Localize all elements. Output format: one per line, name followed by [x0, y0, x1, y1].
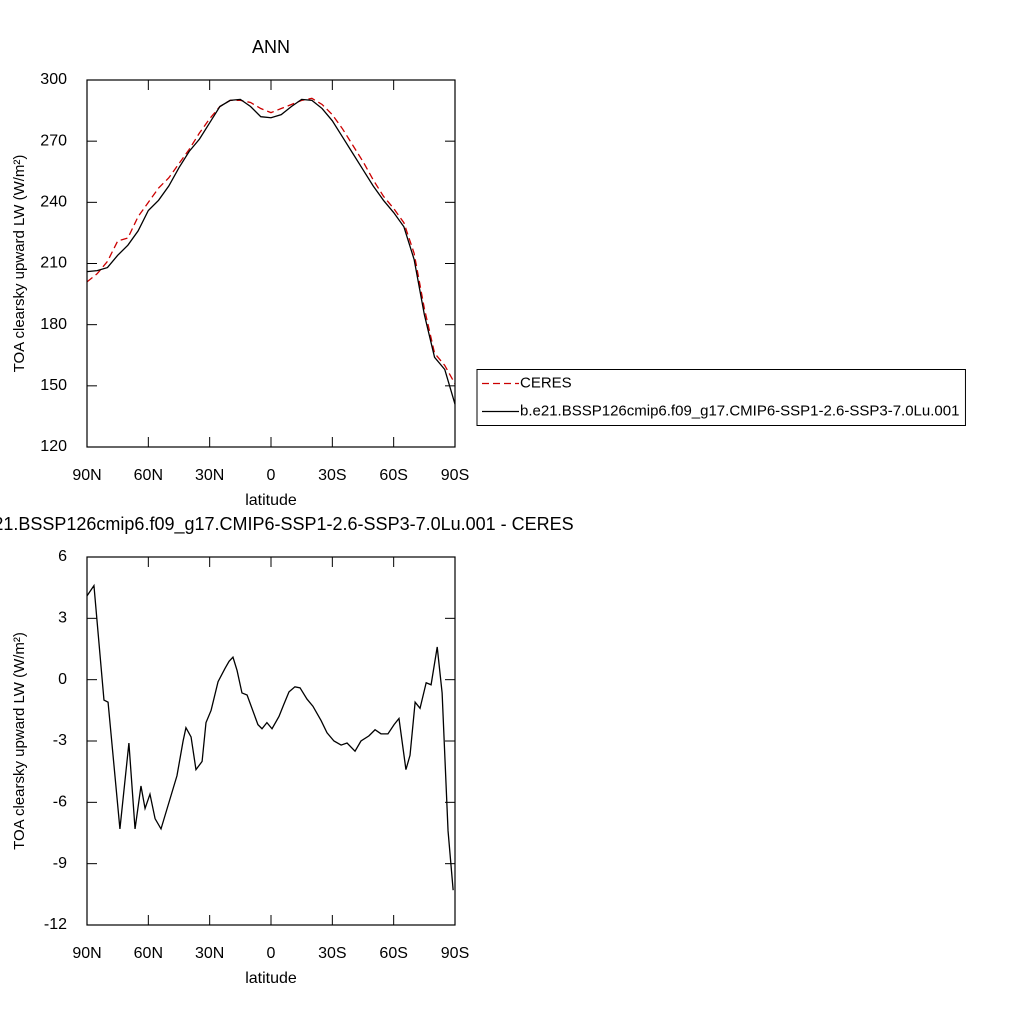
y-tick-label: 0	[58, 671, 67, 688]
x-tick-label: 30S	[318, 945, 346, 962]
data-line	[86, 583, 454, 891]
x-tick-label: 90S	[441, 467, 469, 484]
legend-label: b.e21.BSSP126cmip6.f09_g17.CMIP6-SSP1-2.…	[520, 402, 959, 419]
data-line	[86, 97, 456, 385]
x-tick-label: 90S	[441, 945, 469, 962]
legend-label: CERES	[520, 374, 572, 391]
legend-box	[476, 369, 966, 426]
y-tick-label: 6	[58, 548, 67, 565]
y-axis-label: TOA clearsky upward LW (W/m²)	[11, 632, 28, 850]
y-tick-label: 210	[40, 255, 67, 272]
y-tick-label: 240	[40, 194, 67, 211]
y-tick-label: 300	[40, 71, 67, 88]
x-tick-label: 0	[267, 467, 276, 484]
x-tick-label: 60S	[379, 945, 407, 962]
x-tick-label: 30S	[318, 467, 346, 484]
x-tick-label: 90N	[72, 945, 101, 962]
y-tick-label: -6	[53, 794, 67, 811]
x-tick-label: 0	[267, 945, 276, 962]
y-tick-label: -3	[53, 732, 67, 749]
y-tick-label: 3	[58, 610, 67, 627]
chart-title: ANN	[252, 37, 290, 57]
y-tick-label: -12	[44, 916, 67, 933]
y-tick-label: 120	[40, 438, 67, 455]
y-tick-label: 150	[40, 377, 67, 394]
y-tick-label: 270	[40, 132, 67, 149]
x-tick-label: 30N	[195, 945, 224, 962]
x-tick-label: 60N	[134, 467, 163, 484]
y-tick-label: -9	[53, 855, 67, 872]
data-line	[86, 98, 456, 405]
plot-frame	[86, 79, 456, 448]
x-axis-label: latitude	[245, 970, 297, 987]
x-tick-label: 30N	[195, 467, 224, 484]
chart-title: b.e21.BSSP126cmip6.f09_g17.CMIP6-SSP1-2.…	[0, 514, 574, 535]
plot-frame	[86, 556, 456, 926]
x-tick-label: 60S	[379, 467, 407, 484]
y-axis-label: TOA clearsky upward LW (W/m²)	[11, 155, 28, 373]
x-tick-label: 90N	[72, 467, 101, 484]
x-axis-label: latitude	[245, 492, 297, 509]
x-tick-label: 60N	[134, 945, 163, 962]
y-tick-label: 180	[40, 316, 67, 333]
